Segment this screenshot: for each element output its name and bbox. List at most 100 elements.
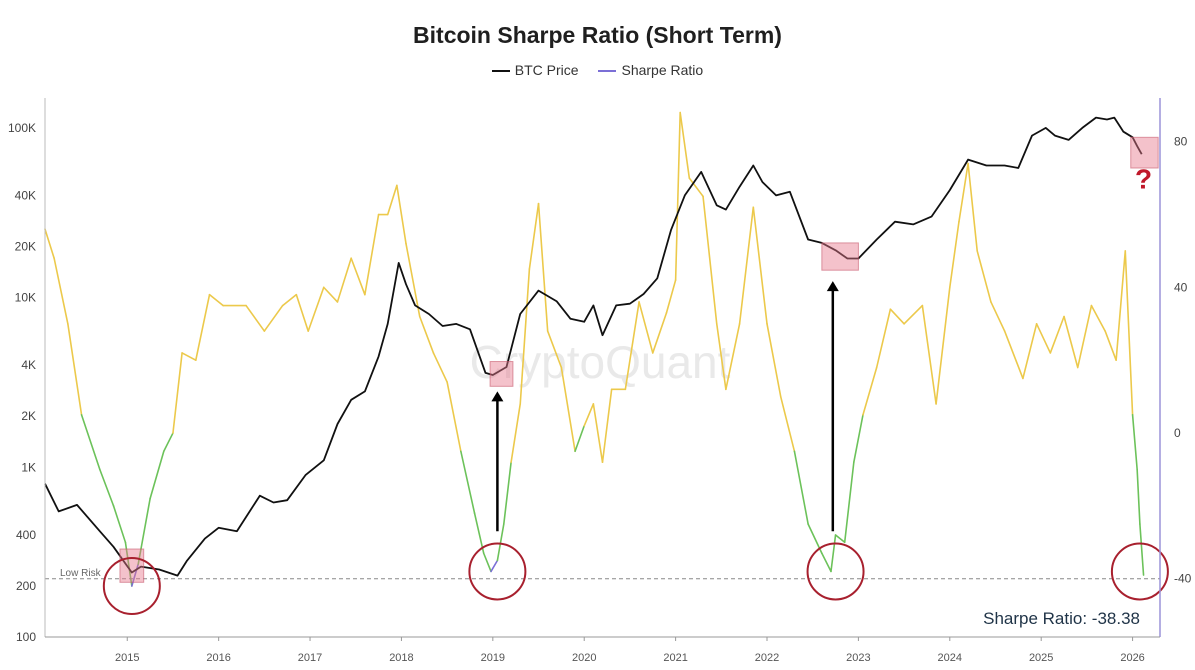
sharpe-ratio-segment	[725, 322, 741, 391]
sharpe-ratio-segment	[112, 505, 127, 544]
sharpe-ratio-segment	[875, 308, 892, 369]
sharpe-ratio-segment	[364, 213, 380, 296]
sharpe-ratio-segment	[1139, 523, 1145, 576]
sharpe-ratio-segment	[80, 414, 101, 471]
chart-title: Bitcoin Sharpe Ratio (Short Term)	[413, 22, 782, 48]
legend-line-sharpe-ratio	[598, 70, 617, 73]
sharpe-ratio-segment	[322, 286, 339, 303]
sharpe-ratio-segment	[1115, 250, 1127, 362]
legend-item-btc-price[interactable]: BTC Price	[491, 62, 579, 78]
sharpe-ratio-segment	[245, 304, 266, 332]
sharpe-ratio-segment	[889, 308, 905, 325]
sharpe-ratio-segment	[560, 366, 576, 453]
sharpe-ratio-segment	[903, 304, 924, 325]
sharpe-ratio-segment	[601, 388, 613, 463]
sharpe-ratio-segment	[163, 432, 174, 453]
sharpe-ratio-segment	[1063, 315, 1079, 369]
bottom-circle	[1110, 542, 1169, 601]
y-left-tick-label: 100K	[8, 121, 36, 135]
y-left-tick-label: 10K	[15, 291, 36, 305]
sharpe-ratio-segment	[482, 552, 492, 573]
sharpe-ratio-segment	[651, 312, 668, 354]
y-left-tick-label: 400	[16, 528, 36, 542]
legend-item-sharpe-ratio[interactable]: Sharpe Ratio	[598, 62, 703, 78]
legend: BTC Price Sharpe Ratio	[0, 62, 1195, 78]
sharpe-ratio-segment	[295, 293, 310, 332]
x-tick-label: 2024	[938, 652, 962, 664]
sharpe-ratio-segment	[172, 352, 183, 434]
sharpe-ratio-segment	[1022, 322, 1038, 380]
sharpe-ratio-segment	[1124, 250, 1134, 416]
sharpe-ratio-segment	[638, 301, 654, 354]
sharpe-ratio-segment	[460, 450, 476, 514]
y-left-tick-label: 200	[16, 579, 36, 593]
x-tick-label: 2026	[1120, 652, 1144, 664]
sharpe-ratio-segment	[830, 534, 837, 573]
sharpe-ratio-segment	[350, 257, 366, 296]
sharpe-ratio-segment	[336, 257, 352, 303]
sharpe-ratio-segment	[967, 162, 979, 252]
sharpe-ratio-segment	[674, 111, 681, 281]
sharpe-ratio-segment	[702, 195, 718, 325]
arrow-head	[491, 391, 504, 402]
sharpe-ratio-segment	[752, 206, 768, 325]
question-mark: ?	[1135, 163, 1152, 194]
current-sharpe-label: Sharpe Ratio: -38.38	[983, 609, 1140, 628]
highlight-box	[489, 361, 514, 387]
sharpe-ratio-segment	[935, 286, 951, 405]
x-tick-label: 2016	[206, 652, 230, 664]
y-left-tick-label: 100	[16, 630, 36, 644]
sharpe-ratio-segment	[921, 304, 937, 405]
sharpe-ratio-segment	[592, 403, 604, 463]
x-tick-label: 2017	[298, 652, 322, 664]
sharpe-ratio-segment	[181, 352, 197, 362]
bottom-circle	[468, 542, 527, 601]
bottom-circle	[102, 557, 161, 616]
sharpe-ratio-segment	[528, 202, 540, 270]
sharpe-ratio-segment	[688, 177, 704, 198]
bottom-circle	[806, 542, 865, 601]
legend-line-btc-price	[491, 70, 510, 73]
sharpe-ratio-segment	[546, 330, 563, 369]
sharpe-ratio-segment	[583, 403, 595, 427]
sharpe-ratio-segment	[307, 286, 325, 332]
sharpe-ratio-segment	[1131, 414, 1138, 471]
sharpe-ratio-segment	[1136, 468, 1141, 525]
x-tick-label: 2021	[663, 652, 687, 664]
x-tick-label: 2023	[846, 652, 870, 664]
sharpe-ratio-segment	[843, 461, 855, 544]
sharpe-ratio-segment	[958, 162, 969, 223]
legend-label-sharpe-ratio: Sharpe Ratio	[621, 62, 704, 78]
low-risk-label: Low Risk	[60, 568, 102, 579]
sharpe-ratio-segment	[194, 293, 211, 362]
sharpe-ratio-segment	[1035, 322, 1052, 354]
sharpe-ratio-segment	[766, 322, 782, 398]
sharpe-ratio-segment	[208, 293, 225, 307]
x-tick-label: 2018	[389, 652, 413, 664]
sharpe-ratio-segment	[853, 414, 864, 463]
sharpe-ratio-segment	[665, 279, 677, 314]
sharpe-ratio-segment	[432, 352, 448, 383]
sharpe-ratio-segment	[149, 450, 165, 500]
arrow-head	[826, 281, 839, 292]
sharpe-ratio-segment	[834, 534, 846, 544]
sharpe-ratio-segment	[490, 559, 499, 573]
sharpe-ratio-segment	[386, 184, 398, 216]
sharpe-ratio-segment	[263, 304, 284, 332]
x-tick-label: 2019	[481, 652, 505, 664]
sharpe-ratio-segment	[574, 424, 586, 453]
highlight-box	[821, 242, 859, 271]
highlight-box	[119, 548, 145, 583]
sharpe-ratio-segment	[396, 184, 407, 245]
sharpe-ratio-segment	[473, 512, 485, 555]
sharpe-ratio-segment	[99, 468, 115, 507]
x-tick-label: 2015	[115, 652, 139, 664]
y-left-tick-label: 4K	[21, 358, 36, 372]
sharpe-ratio-segment	[1104, 330, 1117, 362]
sharpe-ratio-segment	[1003, 330, 1024, 380]
sharpe-ratio-segment	[502, 461, 512, 525]
y-right-tick-label: -40	[1174, 572, 1192, 586]
highlight-box	[1130, 136, 1159, 169]
y-right-tick-label: 40	[1174, 280, 1188, 294]
sharpe-ratio-segment	[67, 322, 83, 416]
